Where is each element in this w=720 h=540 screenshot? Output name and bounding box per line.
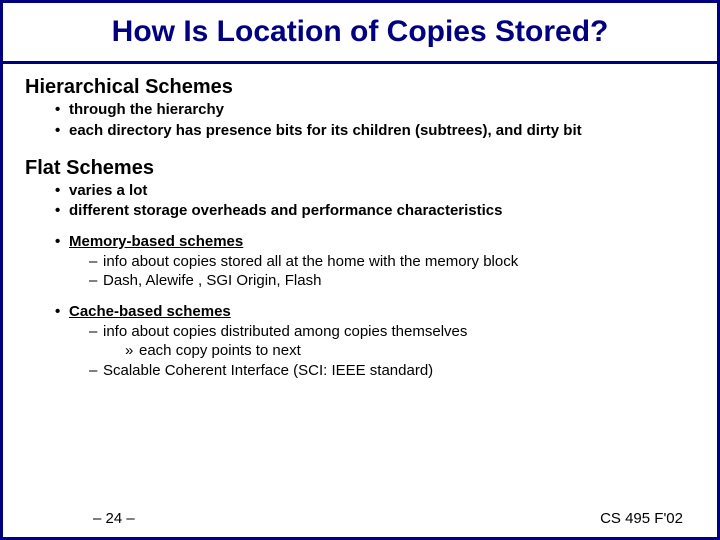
- slide-footer: – 24 – CS 495 F'02: [3, 510, 717, 527]
- page-number: – 24 –: [93, 510, 135, 527]
- cache-schemes-label: Cache-based schemes: [69, 303, 231, 320]
- bullet-text: different storage overheads and performa…: [69, 202, 503, 219]
- slide-title: How Is Location of Copies Stored?: [23, 15, 697, 49]
- cache-sublist: info about copies distributed among copi…: [69, 322, 695, 381]
- bullet-text: through the hierarchy: [69, 101, 224, 118]
- bullet-text: each directory has presence bits for its…: [69, 122, 582, 139]
- sub-item: Scalable Coherent Interface (SCI: IEEE s…: [89, 361, 695, 381]
- cache-subsublist: each copy points to next: [103, 341, 695, 361]
- list-item-memory: Memory-based schemes info about copies s…: [55, 233, 695, 291]
- flat-list: varies a lot different storage overheads…: [25, 182, 695, 381]
- memory-schemes-label: Memory-based schemes: [69, 233, 243, 250]
- title-box: How Is Location of Copies Stored?: [3, 3, 717, 64]
- list-item-cache: Cache-based schemes info about copies di…: [55, 303, 695, 380]
- hierarchical-list: through the hierarchy each directory has…: [25, 101, 695, 141]
- list-item: through the hierarchy: [55, 101, 695, 120]
- sub-item: info about copies stored all at the home…: [89, 252, 695, 272]
- course-label: CS 495 F'02: [600, 510, 683, 527]
- list-item: varies a lot: [55, 182, 695, 201]
- slide-content: Hierarchical Schemes through the hierarc…: [3, 64, 717, 380]
- memory-sublist: info about copies stored all at the home…: [69, 252, 695, 291]
- list-item: different storage overheads and performa…: [55, 202, 695, 221]
- sub-text: info about copies distributed among copi…: [103, 323, 467, 340]
- subsub-item: each copy points to next: [125, 341, 695, 361]
- list-item: each directory has presence bits for its…: [55, 122, 695, 141]
- sub-item: info about copies distributed among copi…: [89, 322, 695, 361]
- section-heading-flat: Flat Schemes: [25, 157, 695, 180]
- subsub-text: each copy points to next: [139, 342, 301, 359]
- sub-text: Dash, Alewife , SGI Origin, Flash: [103, 272, 321, 289]
- sub-text: Scalable Coherent Interface (SCI: IEEE s…: [103, 362, 433, 379]
- bullet-text: varies a lot: [69, 182, 147, 199]
- sub-text: info about copies stored all at the home…: [103, 253, 518, 270]
- slide-frame: How Is Location of Copies Stored? Hierar…: [0, 0, 720, 540]
- sub-item: Dash, Alewife , SGI Origin, Flash: [89, 271, 695, 291]
- section-heading-hierarchical: Hierarchical Schemes: [25, 76, 695, 99]
